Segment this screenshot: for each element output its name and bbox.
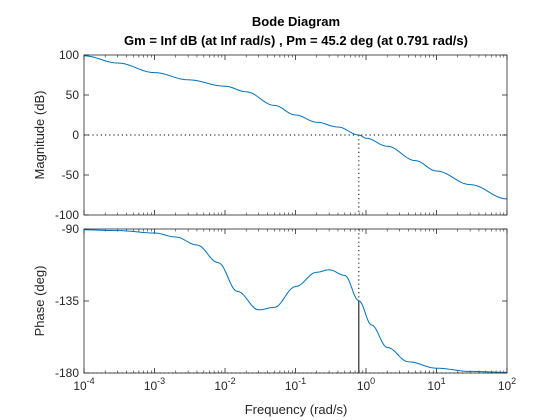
phase-y-tick-label: -90	[62, 222, 80, 236]
phase-axes-frame	[83, 228, 508, 374]
phase-axis-label: Phase (deg)	[32, 266, 47, 337]
x-tick-label: 10-2	[214, 376, 235, 393]
x-tick-label: 102	[498, 376, 516, 393]
x-tick-label: 10-1	[285, 376, 306, 393]
magnitude-y-tick-label: 50	[66, 88, 80, 102]
magnitude-axes-frame	[83, 54, 508, 216]
magnitude-y-tick-label: 0	[72, 128, 79, 142]
x-tick-label: 10-3	[144, 376, 165, 393]
magnitude-panel: 100 50 0 -50 -100	[55, 48, 508, 222]
magnitude-y-tick-label: 100	[59, 48, 79, 62]
x-tick-label: 101	[427, 376, 445, 393]
phase-series-line	[83, 229, 508, 373]
x-tick-label: 10-4	[73, 376, 94, 393]
chart-title: Bode Diagram	[252, 14, 340, 29]
frequency-axis-label: Frequency (rad/s)	[245, 402, 348, 417]
magnitude-y-tick-label: -100	[55, 208, 79, 222]
magnitude-axis-label: Magnitude (dB)	[32, 91, 47, 180]
x-tick-label: 100	[357, 376, 375, 393]
phase-y-tick-label: -180	[55, 366, 79, 380]
chart-subtitle: Gm = Inf dB (at Inf rad/s) , Pm = 45.2 d…	[124, 33, 468, 48]
magnitude-y-tick-label: -50	[62, 168, 80, 182]
phase-y-tick-label: -135	[55, 294, 79, 308]
magnitude-series-line	[83, 55, 508, 200]
